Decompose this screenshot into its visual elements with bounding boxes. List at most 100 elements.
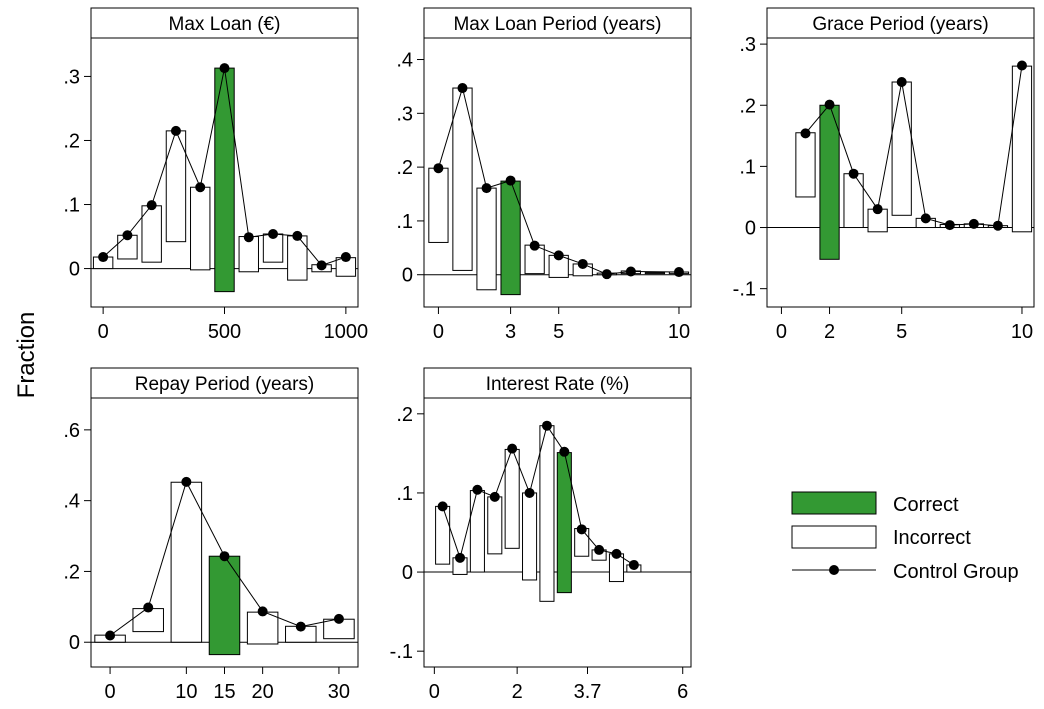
y-axis-label: Fraction [13,312,40,399]
control-group-point [848,168,859,179]
y-tick-label: 0 [402,562,413,584]
control-group-point [944,220,955,231]
control-group-point [800,128,811,139]
bar-incorrect [469,490,485,573]
control-group-point [824,99,835,110]
control-group-point [295,621,306,632]
y-tick-label: .2 [739,95,756,117]
y-tick-label: .3 [739,34,756,56]
control-group-point [170,125,181,136]
panel-title: Interest Rate (%) [486,374,630,395]
control-group-point [219,63,230,74]
y-tick-label: 0 [745,218,756,240]
control-group-point [628,559,639,570]
control-group-point [507,443,518,454]
x-tick-label: 0 [433,321,444,343]
legend-correct-swatch [791,491,877,515]
control-group-point [529,240,540,251]
x-tick-label: 1000 [324,321,369,343]
control-group-line [437,86,679,275]
bar-correct [208,555,241,656]
bar-incorrect [487,496,503,555]
control-group-point [611,548,622,559]
control-group-point [219,551,230,562]
control-group-point [920,213,931,224]
control-group-point [673,267,684,278]
y-tick-label: 0 [69,632,80,654]
control-group-point [143,602,154,613]
control-group-point [601,269,612,280]
y-tick-label: .2 [63,130,80,152]
control-group-point [181,476,192,487]
control-group-point [594,544,605,555]
y-tick-label: .2 [396,157,413,179]
control-group-point [122,230,133,241]
panel-repay-period-years: Repay Period (years) 0 .2 .4 .6 0 10 15 20 30 [63,367,359,703]
x-tick-label: 0 [98,321,109,343]
y-tick-label: 0 [69,259,80,281]
x-tick-label: 6 [677,681,688,703]
x-tick-label: 0 [776,321,787,343]
control-group-point [524,487,535,498]
control-group-point [896,77,907,88]
bar-incorrect [435,505,451,565]
x-tick-label: 10 [668,321,690,343]
panel-title-bar [766,7,1035,39]
control-group-point [316,260,327,271]
panel-grace-period-years: Grace Period (years) -.1 0 .1 .2 .3 0 2 5 10 [733,7,1035,343]
y-tick-label: .4 [63,491,80,513]
control-group-point [472,484,483,495]
x-tick-label: 30 [328,681,350,703]
x-tick-label: 10 [1011,321,1033,343]
bar-incorrect [428,167,449,243]
x-tick-label: 20 [252,681,274,703]
control-group-point [437,501,448,512]
control-group-point [243,232,254,243]
panel-title: Grace Period (years) [812,14,988,35]
panel-title-bar [90,367,359,399]
control-group-point [872,204,883,215]
panel-title-bar [423,7,692,39]
control-group-point [105,630,116,641]
bar-incorrect [190,186,211,271]
y-tick-label: .1 [63,195,80,217]
y-tick-label: .3 [63,66,80,88]
panel-max-loan: Max Loan (€) 0 .1 .2 .3 0 500 1000 [63,7,369,343]
legend-control-marker [829,565,839,575]
control-group-point [457,83,468,94]
control-group-point [257,606,268,617]
bar-incorrect [170,481,203,643]
bar-correct [819,104,840,260]
panel-title-bar [90,7,359,39]
x-tick-label: 15 [213,681,235,703]
x-tick-label: 0 [429,681,440,703]
y-tick-label: -.1 [390,641,413,663]
control-group-point [98,252,109,263]
control-group-point [541,420,552,431]
bar-incorrect [644,272,666,275]
bar-incorrect [246,611,279,645]
bar-incorrect [504,448,520,549]
legend-incorrect-label: Incorrect [893,527,971,549]
control-group-point [576,524,587,535]
legend-correct-label: Correct [893,494,959,516]
legend-control-label: Control Group [893,561,1019,583]
control-group-point [992,220,1003,231]
y-tick-label: .2 [396,404,413,426]
panel-title-bar [423,367,692,399]
panel-title: Max Loan Period (years) [453,14,661,35]
panel-interest-rate: Interest Rate (%) -.1 0 .1 .2 0 2 3.7 6 [390,367,692,703]
y-tick-label: .2 [63,561,80,583]
control-group-point [433,163,444,174]
control-group-point [146,200,157,211]
x-tick-label: 2 [512,681,523,703]
control-group-point [1016,60,1027,71]
y-tick-label: -.1 [733,279,756,301]
control-group-point [553,250,564,261]
legend-incorrect-swatch [791,525,877,549]
control-group-point [481,183,492,194]
control-group-point [292,230,303,241]
bar-incorrect [287,235,308,281]
